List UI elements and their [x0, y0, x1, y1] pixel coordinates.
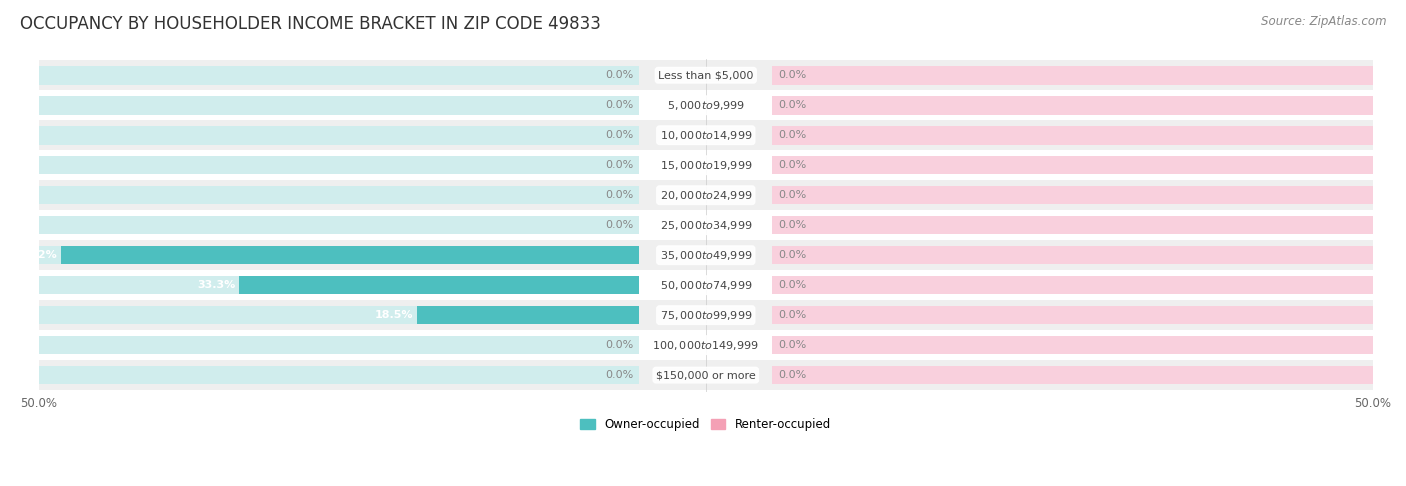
Bar [772, 156, 1372, 174]
Bar [39, 180, 1372, 210]
Text: 0.0%: 0.0% [605, 70, 633, 80]
Bar [239, 276, 640, 295]
Text: $5,000 to $9,999: $5,000 to $9,999 [666, 99, 745, 112]
Bar [39, 126, 640, 144]
Bar [39, 210, 1372, 240]
Bar [39, 96, 640, 115]
Text: 0.0%: 0.0% [779, 160, 807, 170]
Bar [772, 126, 1372, 144]
Bar [39, 66, 640, 85]
Text: Less than $5,000: Less than $5,000 [658, 70, 754, 80]
Text: 0.0%: 0.0% [779, 130, 807, 140]
Text: $25,000 to $34,999: $25,000 to $34,999 [659, 219, 752, 232]
Bar [39, 186, 640, 205]
Text: OCCUPANCY BY HOUSEHOLDER INCOME BRACKET IN ZIP CODE 49833: OCCUPANCY BY HOUSEHOLDER INCOME BRACKET … [20, 15, 600, 33]
Text: 0.0%: 0.0% [605, 340, 633, 350]
Bar [39, 156, 640, 174]
Text: 0.0%: 0.0% [779, 190, 807, 200]
Text: 0.0%: 0.0% [779, 370, 807, 380]
Bar [39, 216, 640, 234]
Text: 0.0%: 0.0% [779, 310, 807, 320]
Bar [39, 330, 1372, 360]
Text: $100,000 to $149,999: $100,000 to $149,999 [652, 339, 759, 352]
Text: $10,000 to $14,999: $10,000 to $14,999 [659, 129, 752, 142]
Text: $150,000 or more: $150,000 or more [657, 370, 755, 380]
Text: 0.0%: 0.0% [605, 130, 633, 140]
Text: 0.0%: 0.0% [605, 370, 633, 380]
Bar [39, 360, 1372, 390]
Bar [772, 306, 1372, 325]
Text: 0.0%: 0.0% [779, 340, 807, 350]
Bar [39, 276, 640, 295]
Text: 18.5%: 18.5% [375, 310, 413, 320]
Text: 48.2%: 48.2% [18, 250, 58, 260]
Bar [39, 150, 1372, 180]
Text: 0.0%: 0.0% [779, 100, 807, 110]
Text: 0.0%: 0.0% [605, 100, 633, 110]
Text: 0.0%: 0.0% [779, 220, 807, 230]
Bar [772, 336, 1372, 354]
Bar [772, 246, 1372, 264]
Bar [772, 66, 1372, 85]
Text: 0.0%: 0.0% [605, 190, 633, 200]
Bar [772, 216, 1372, 234]
Bar [39, 120, 1372, 150]
Text: 0.0%: 0.0% [605, 160, 633, 170]
Bar [39, 246, 640, 264]
Text: 0.0%: 0.0% [779, 280, 807, 290]
Text: Source: ZipAtlas.com: Source: ZipAtlas.com [1261, 15, 1386, 28]
Text: $20,000 to $24,999: $20,000 to $24,999 [659, 189, 752, 202]
Bar [39, 240, 1372, 270]
Bar [60, 246, 640, 264]
Text: 0.0%: 0.0% [779, 250, 807, 260]
Text: 0.0%: 0.0% [779, 70, 807, 80]
Bar [39, 300, 1372, 330]
Bar [772, 366, 1372, 384]
Text: $75,000 to $99,999: $75,000 to $99,999 [659, 309, 752, 322]
Bar [39, 270, 1372, 300]
Text: $50,000 to $74,999: $50,000 to $74,999 [659, 278, 752, 292]
Bar [39, 366, 640, 384]
Text: $15,000 to $19,999: $15,000 to $19,999 [659, 159, 752, 172]
Legend: Owner-occupied, Renter-occupied: Owner-occupied, Renter-occupied [575, 413, 837, 435]
Text: 33.3%: 33.3% [198, 280, 236, 290]
Bar [39, 60, 1372, 90]
Bar [39, 306, 640, 325]
Bar [772, 276, 1372, 295]
Bar [39, 336, 640, 354]
Text: 0.0%: 0.0% [605, 220, 633, 230]
Bar [39, 90, 1372, 120]
Bar [772, 96, 1372, 115]
Text: $35,000 to $49,999: $35,000 to $49,999 [659, 249, 752, 261]
Bar [418, 306, 640, 325]
Bar [772, 186, 1372, 205]
